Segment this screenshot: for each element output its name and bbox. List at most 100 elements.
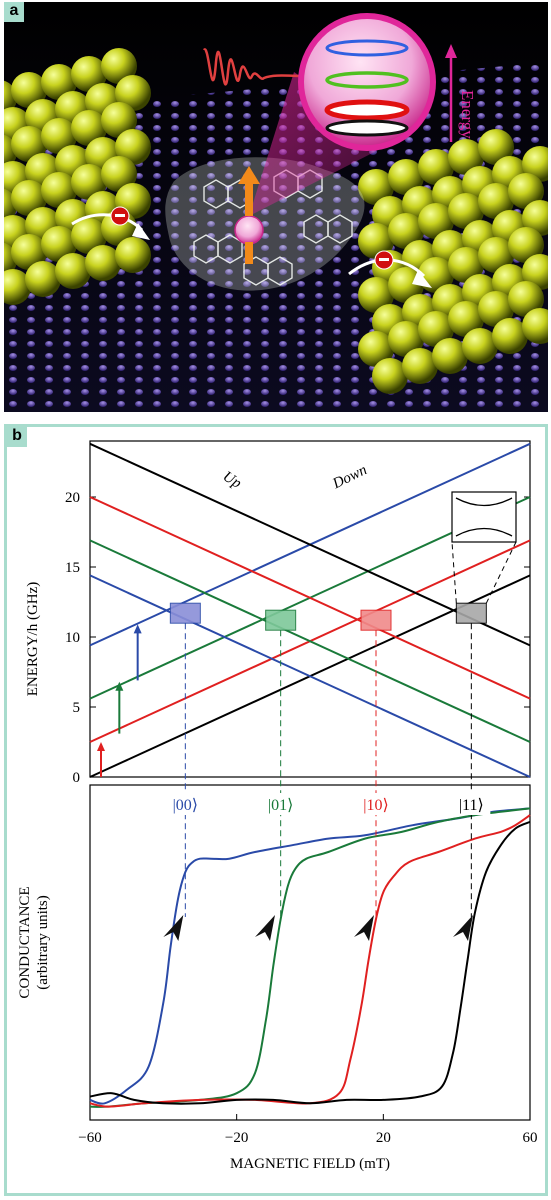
sweep-arrow-marker-1 [255,915,275,942]
conductance-frame [89,784,531,1121]
gold-atom [432,338,468,374]
gold-atom [448,139,484,175]
gold-atom [418,203,454,239]
gold-atom [522,200,548,236]
gold-atom [418,149,454,185]
crossing-label-bg-2 [357,793,395,815]
energy-y-tick-label: 15 [65,560,80,576]
cond-x-axis-label: MAGNETIC FIELD (mT) [230,1156,390,1172]
gold-atom [115,237,151,273]
cond-x-tick-label: 60 [523,1130,538,1146]
transition-arrowhead-0 [97,742,105,751]
crossing-box-3 [455,602,487,624]
charts-svg: 0 5 10 15 20 ENERGY/h (GHz) Up Down −60 −20 20 60 M… [17,440,538,1172]
gold-atom [11,72,47,108]
gold-atom [508,227,544,263]
energy-y-tick-label: 0 [73,770,81,786]
microwave-pulse-icon [202,48,305,86]
gold-atom [492,318,528,354]
energy-level-sphere [298,13,436,151]
gold-atom [478,237,514,273]
gold-atom [478,291,514,327]
gold-atom [372,358,408,394]
inset-upper-branch [455,497,513,507]
energy-axis-arrow: Energy [445,44,477,142]
crossing-box-1 [265,609,297,631]
gold-atom [41,172,77,208]
cond-y-axis-sublabel: (arbitrary units) [35,895,51,990]
gold-atom [388,159,424,195]
energy-level-line-6 [89,496,531,700]
sweep-arrow-marker-0 [163,915,184,942]
crossing-label-3: |11⟩ [459,797,484,814]
sweep-arrow-marker-2 [354,915,374,942]
gold-atom [418,311,454,347]
anticrossing-inset [451,491,517,543]
inset-connector-left [451,541,457,604]
inset-lower-branch [455,527,513,537]
zoom-beam [249,72,394,216]
gold-atom [388,267,424,303]
energy-level-plot: 0 5 10 15 20 ENERGY/h (GHz) Up Down [25,440,531,786]
crossing-box-2 [360,609,392,631]
cond-x-tick-label: −60 [78,1130,101,1146]
energy-frame [89,440,531,778]
gold-atom [25,261,61,297]
gold-atom [11,234,47,270]
transition-arrowhead-1 [115,681,124,691]
gold-atom [11,126,47,162]
gold-atom [478,129,514,165]
gold-atom [115,129,151,165]
conductance-curve-2 [89,814,531,1108]
gold-atom [508,281,544,317]
gold-atom [11,180,47,216]
gold-atom [358,331,394,367]
crossing-label-bg-1 [261,793,300,815]
gold-atom [4,269,31,305]
gold-atom [448,301,484,337]
molecule-illustration: Energy [4,2,548,412]
cond-x-tick-label: −20 [225,1130,248,1146]
crossing-connectors: |00⟩ |01⟩ |10⟩ |11⟩ [166,623,491,918]
gold-atom [101,48,137,84]
crossing-label-bg-3 [452,793,491,815]
gold-atom [522,254,548,290]
electron-right-icon [348,250,432,288]
crossing-label-bg-0 [166,793,205,815]
cond-x-tick-label: 20 [376,1130,391,1146]
conductance-curve-0 [89,807,531,1105]
gold-atom [41,64,77,100]
crossing-label-1: |01⟩ [268,797,293,814]
panel-a-tag: a [4,2,24,22]
gold-atom [55,253,91,289]
crossing-label-2: |10⟩ [363,797,388,814]
crossing-label-0: |00⟩ [173,797,198,814]
energy-y-tick-label: 20 [65,490,80,506]
annotation-down: Down [330,462,370,493]
gold-atom [101,156,137,192]
gold-atom [71,110,107,146]
gold-atom [522,146,548,182]
gold-atom [115,75,151,111]
gold-atom [85,245,121,281]
gold-atom [41,118,77,154]
gold-atom [508,173,544,209]
gold-atom [71,164,107,200]
conductance-curve-1 [89,807,531,1108]
right-gold-electrode [358,129,548,394]
gold-atom [41,226,77,262]
panel-b-chart: b 0 5 10 15 20 ENERGY/h (GHz) Up Down −60 −20 20 6… [4,424,548,1196]
transition-arrowhead-2 [133,624,142,634]
gold-atom [402,348,438,384]
gold-atom [478,183,514,219]
energy-y-axis-label: ENERGY/h (GHz) [25,582,41,697]
energy-level-line-4 [89,574,531,778]
gold-atom [462,328,498,364]
energy-y-tick-label: 5 [73,700,81,716]
energy-y-tick-label: 10 [65,630,80,646]
conductance-plot: −60 −20 20 60 MAGNETIC FIELD (mT) CONDUCTANCE… [17,784,538,1172]
left-gold-electrode [4,48,151,305]
gold-atom [101,102,137,138]
gold-atom [448,193,484,229]
gold-atom [388,321,424,357]
